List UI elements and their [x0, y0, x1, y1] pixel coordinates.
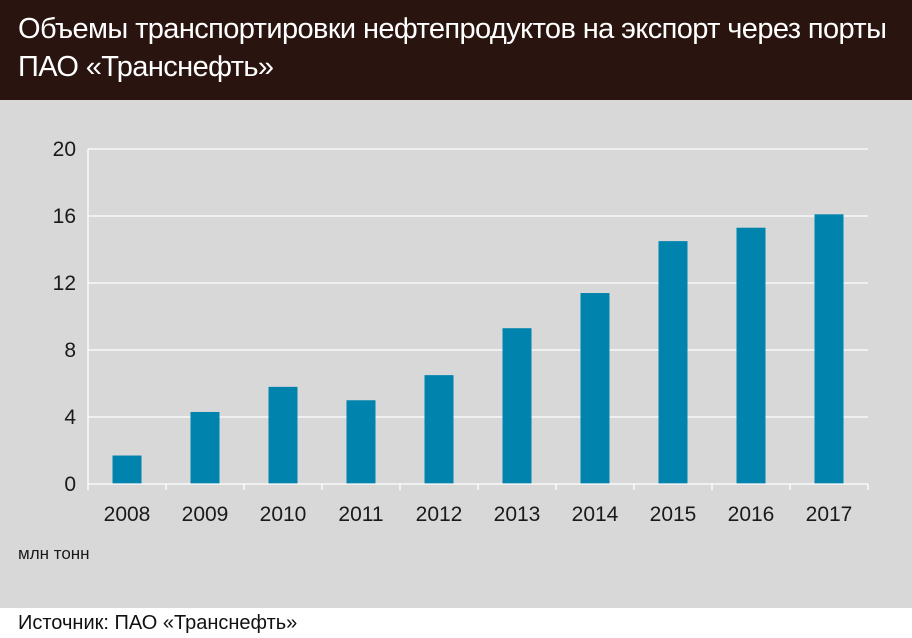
y-tick-label-0: 0 [64, 473, 76, 496]
x-tick-label-2010: 2010 [260, 503, 307, 526]
bar-2013 [502, 328, 532, 484]
chart-title-line-1: Объемы транспортировки нефтепродуктов на… [18, 13, 887, 45]
bar-2015 [658, 241, 688, 484]
x-tick-label-2008: 2008 [104, 503, 151, 526]
bar-2016 [736, 227, 766, 484]
y-tick-label-4: 4 [64, 406, 76, 429]
x-tick-label-2011: 2011 [338, 503, 383, 526]
source-note: Источник: ПАО «Транснефть» [18, 612, 298, 634]
title-header: Объемы транспортировки нефтепродуктов на… [0, 0, 912, 100]
bar-chart: 0 4 8 12 16 20 2008 2009 2010 2011 2012 2013 2014 201… [18, 138, 869, 563]
bars [112, 214, 844, 484]
x-tick-label-2009: 2009 [182, 503, 229, 526]
x-tick-label-2012: 2012 [416, 503, 463, 526]
x-tick-label-2017: 2017 [806, 503, 853, 526]
bar-2009 [190, 411, 220, 484]
bar-2008 [112, 455, 142, 484]
chart-title-line-2: ПАО «Транснефть» [18, 51, 274, 83]
y-tick-label-12: 12 [53, 272, 76, 295]
chart-panel: 0 4 8 12 16 20 2008 2009 2010 2011 2012 2013 2014 201… [0, 100, 912, 608]
y-tick-label-16: 16 [53, 205, 76, 228]
unit-label: млн тонн [18, 544, 90, 563]
x-tick-label-2016: 2016 [728, 503, 775, 526]
y-tick-label-8: 8 [64, 339, 76, 362]
x-tick-label-2015: 2015 [650, 503, 697, 526]
x-tick-label-2014: 2014 [572, 503, 619, 526]
bar-2010 [268, 386, 298, 484]
bar-2017 [814, 214, 844, 484]
bar-2012 [424, 375, 454, 484]
y-tick-label-20: 20 [53, 138, 76, 161]
source-bar [0, 608, 912, 638]
chart-title: Объемы транспортировки нефтепродуктов на… [18, 10, 898, 86]
tick-labels: 0 4 8 12 16 20 2008 2009 2010 2011 2012 2013 2014 201… [18, 138, 852, 563]
bar-2014 [580, 293, 610, 484]
x-tick-label-2013: 2013 [494, 503, 541, 526]
bar-2011 [346, 400, 376, 484]
axes [87, 149, 869, 490]
